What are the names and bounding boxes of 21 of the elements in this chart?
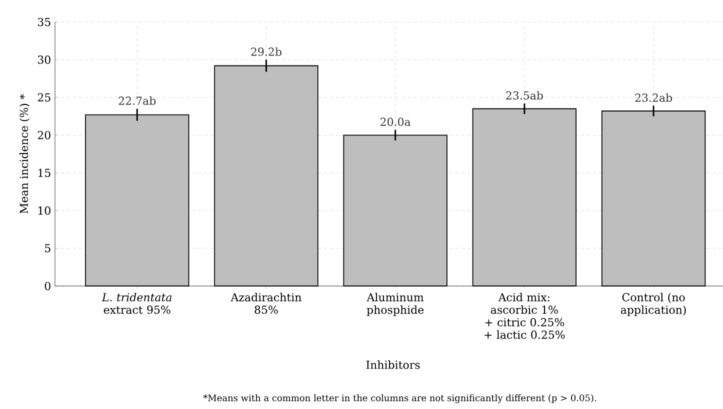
x-tick-label: Aluminum phosphide — [366, 292, 424, 316]
y-tick-label: 0 — [44, 282, 50, 290]
data-label: 23.2ab — [635, 93, 672, 102]
data-label: 20.0a — [380, 118, 411, 126]
x-axis-title: Inhibitors — [366, 360, 420, 369]
y-tick-label: 10 — [38, 206, 50, 215]
x-tick-label: Acid mix: ascorbic 1% + citric 0.25% + lactic 0.25% — [484, 292, 565, 339]
y-tick-label: 25 — [38, 93, 50, 102]
data-label: 23.5ab — [506, 91, 543, 100]
y-tick-label: 35 — [38, 18, 50, 26]
data-label: 22.7ab — [118, 96, 156, 105]
y-axis-title: Mean incidence (%) * — [20, 94, 30, 214]
data-label: 29.2b — [251, 47, 282, 56]
y-tick-label: 15 — [38, 168, 50, 178]
text: *Means with a common letter in the columns are not significantly different (p > 0.05). — [203, 394, 596, 404]
x-tick-label: Azadirachtin 85% — [230, 292, 302, 314]
x-tick-label: Control (no application) — [620, 292, 686, 316]
x-tick-label: L. tridentata extract 95% — [102, 292, 172, 314]
y-tick-label: 5 — [45, 244, 50, 252]
y-tick-label: 30 — [38, 56, 50, 64]
y-tick-label: 20 — [38, 130, 50, 140]
